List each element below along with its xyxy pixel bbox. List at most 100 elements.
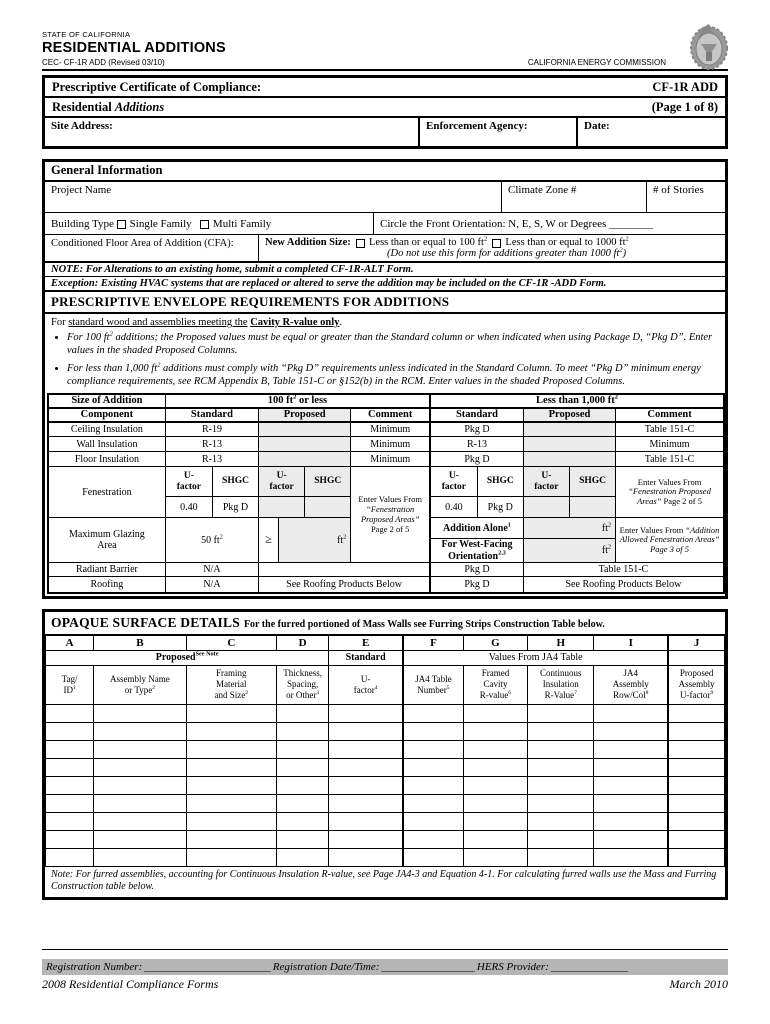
opaque-input-cell[interactable] [462, 847, 529, 867]
opaque-input-cell[interactable] [593, 757, 669, 777]
opaque-input-cell[interactable] [527, 739, 595, 759]
opaque-input-cell[interactable] [275, 811, 330, 831]
opaque-input-cell[interactable] [593, 811, 669, 831]
opaque-input-cell[interactable] [93, 739, 187, 759]
opaque-input-cell[interactable] [462, 739, 529, 759]
addition-alone-input[interactable]: ft2 [522, 517, 617, 540]
opaque-input-cell[interactable] [462, 721, 529, 741]
opaque-input-cell[interactable] [275, 721, 330, 741]
opaque-input-cell[interactable] [667, 775, 726, 795]
opaque-input-cell[interactable] [527, 847, 595, 867]
west-facing-input[interactable]: ft2 [522, 538, 617, 564]
opaque-input-cell[interactable] [185, 703, 278, 723]
opaque-input-cell[interactable] [402, 739, 464, 759]
opaque-input-cell[interactable] [93, 793, 187, 813]
enforcement-agency-field[interactable]: Enforcement Agency: [418, 118, 576, 146]
front-orientation-field[interactable]: Circle the Front Orientation: N, E, S, W… [373, 213, 725, 234]
opaque-input-cell[interactable] [185, 721, 278, 741]
opaque-input-cell[interactable] [462, 829, 529, 849]
opaque-input-cell[interactable] [328, 757, 404, 777]
floor-proposed-right-input[interactable] [522, 451, 617, 468]
shgc-prop-input-left[interactable] [304, 496, 352, 519]
registration-number-blank[interactable]: _______________________ [144, 960, 271, 973]
opaque-input-cell[interactable] [402, 847, 464, 867]
project-name-field[interactable]: Project Name [45, 182, 501, 212]
opaque-input-cell[interactable] [667, 757, 726, 777]
opaque-input-cell[interactable] [328, 829, 404, 849]
ceiling-proposed-right-input[interactable] [522, 421, 617, 438]
floor-proposed-left-input[interactable] [258, 451, 352, 468]
cfa-field[interactable]: Conditioned Floor Area of Addition (CFA)… [45, 235, 258, 261]
single-family-checkbox[interactable] [116, 219, 126, 229]
opaque-input-cell[interactable] [462, 793, 529, 813]
opaque-input-cell[interactable] [527, 775, 595, 795]
site-address-field[interactable]: Site Address: [45, 118, 418, 146]
opaque-input-cell[interactable] [328, 793, 404, 813]
opaque-input-cell[interactable] [402, 703, 464, 723]
opaque-input-cell[interactable] [667, 811, 726, 831]
opaque-input-cell[interactable] [185, 829, 278, 849]
max-glazing-proposed-input-left[interactable]: ft2 [278, 517, 352, 564]
size-1000-checkbox[interactable] [492, 238, 502, 248]
opaque-input-cell[interactable] [93, 721, 187, 741]
opaque-input-cell[interactable] [402, 757, 464, 777]
stories-field[interactable]: # of Stories [646, 182, 725, 212]
opaque-input-cell[interactable] [44, 811, 95, 831]
opaque-input-cell[interactable] [593, 793, 669, 813]
opaque-input-cell[interactable] [667, 829, 726, 849]
opaque-input-cell[interactable] [275, 829, 330, 849]
opaque-input-cell[interactable] [275, 793, 330, 813]
opaque-input-cell[interactable] [667, 739, 726, 759]
opaque-input-cell[interactable] [667, 793, 726, 813]
hers-provider-blank[interactable]: ______________ [550, 960, 628, 973]
opaque-input-cell[interactable] [275, 703, 330, 723]
opaque-input-cell[interactable] [527, 811, 595, 831]
opaque-input-cell[interactable] [667, 847, 726, 867]
opaque-input-cell[interactable] [328, 847, 404, 867]
opaque-input-cell[interactable] [462, 775, 529, 795]
opaque-input-cell[interactable] [328, 775, 404, 795]
opaque-input-cell[interactable] [593, 739, 669, 759]
wall-proposed-left-input[interactable] [258, 436, 352, 453]
opaque-input-cell[interactable] [275, 757, 330, 777]
wall-proposed-right-input[interactable] [522, 436, 617, 453]
opaque-input-cell[interactable] [328, 703, 404, 723]
opaque-input-cell[interactable] [93, 757, 187, 777]
multi-family-checkbox[interactable] [199, 219, 209, 229]
ufactor-prop-input-left[interactable] [258, 496, 306, 519]
opaque-input-cell[interactable] [44, 739, 95, 759]
opaque-input-cell[interactable] [44, 847, 95, 867]
opaque-input-cell[interactable] [667, 703, 726, 723]
opaque-input-cell[interactable] [328, 721, 404, 741]
radiant-proposed-left[interactable] [258, 562, 431, 578]
opaque-input-cell[interactable] [44, 793, 95, 813]
date-field[interactable]: Date: [576, 118, 725, 146]
opaque-input-cell[interactable] [402, 829, 464, 849]
opaque-input-cell[interactable] [185, 739, 278, 759]
opaque-input-cell[interactable] [593, 721, 669, 741]
opaque-input-cell[interactable] [593, 775, 669, 795]
registration-datetime-blank[interactable]: _________________ [381, 960, 475, 973]
opaque-input-cell[interactable] [462, 757, 529, 777]
opaque-input-cell[interactable] [527, 757, 595, 777]
opaque-input-cell[interactable] [185, 775, 278, 795]
opaque-input-cell[interactable] [402, 793, 464, 813]
opaque-input-cell[interactable] [593, 847, 669, 867]
opaque-input-cell[interactable] [275, 739, 330, 759]
opaque-input-cell[interactable] [93, 847, 187, 867]
opaque-input-cell[interactable] [185, 757, 278, 777]
opaque-input-cell[interactable] [93, 703, 187, 723]
opaque-input-cell[interactable] [527, 793, 595, 813]
ufactor-prop-input-right[interactable] [522, 496, 570, 519]
opaque-input-cell[interactable] [275, 775, 330, 795]
opaque-input-cell[interactable] [44, 757, 95, 777]
opaque-input-cell[interactable] [275, 847, 330, 867]
opaque-input-cell[interactable] [328, 811, 404, 831]
opaque-input-cell[interactable] [527, 721, 595, 741]
opaque-input-cell[interactable] [462, 811, 529, 831]
opaque-input-cell[interactable] [44, 775, 95, 795]
opaque-input-cell[interactable] [402, 811, 464, 831]
opaque-input-cell[interactable] [185, 793, 278, 813]
opaque-input-cell[interactable] [44, 721, 95, 741]
size-100-checkbox[interactable] [356, 238, 366, 248]
